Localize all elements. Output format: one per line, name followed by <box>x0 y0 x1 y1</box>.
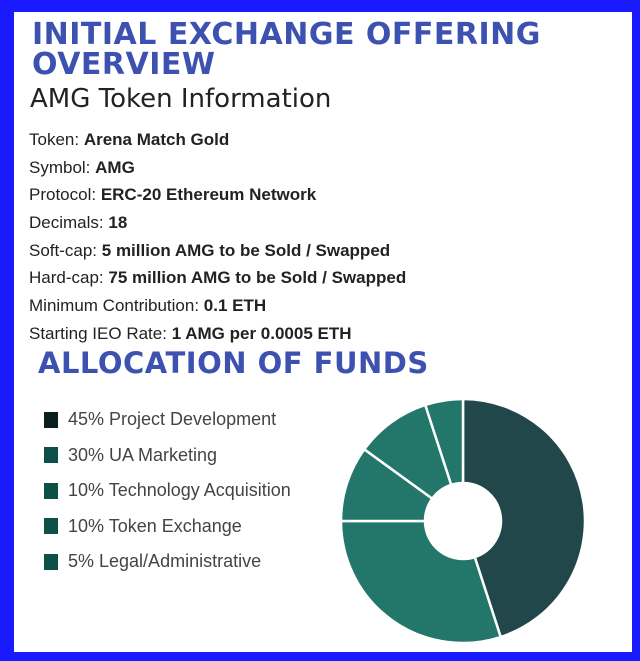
info-label: Protocol: <box>29 185 101 205</box>
subtitle: AMG Token Information <box>30 84 332 114</box>
allocation-heading: ALLOCATION OF FUNDS <box>38 346 429 380</box>
info-value: AMG <box>95 157 135 177</box>
info-value: 75 million AMG to be Sold / Swapped <box>108 268 407 288</box>
legend-item: 45% Project Development <box>44 402 291 438</box>
info-value: 5 million AMG to be Sold / Swapped <box>101 240 391 260</box>
info-row: Minimum Contribution: 0.1 ETH <box>29 292 406 320</box>
title-line-1: INITIAL EXCHANGE OFFERING <box>32 17 541 52</box>
pie-slice-ua-marketing <box>339 519 503 645</box>
infographic-panel: INITIAL EXCHANGE OFFERING OVERVIEW AMG T… <box>14 12 632 652</box>
info-label: Symbol: <box>29 157 96 177</box>
info-label: Token: <box>29 130 84 149</box>
legend-label: 5% Legal/Administrative <box>68 551 262 572</box>
info-row: Token: Arena Match Gold <box>29 126 406 154</box>
info-label: Decimals: <box>29 213 109 233</box>
legend-item: 10% Token Exchange <box>44 509 291 545</box>
legend-swatch <box>44 447 58 464</box>
info-value: Arena Match Gold <box>83 130 230 149</box>
info-row: Starting IEO Rate: 1 AMG per 0.0005 ETH <box>29 320 406 348</box>
legend-item: 30% UA Marketing <box>44 438 291 474</box>
legend-label: 30% UA Marketing <box>68 444 218 465</box>
legend-label: 10% Technology Acquisition <box>68 480 291 501</box>
info-row: Soft-cap: 5 million AMG to be Sold / Swa… <box>29 237 406 265</box>
info-row: Hard-cap: 75 million AMG to be Sold / Sw… <box>29 264 406 292</box>
info-value: 1 AMG per 0.0005 ETH <box>171 323 352 343</box>
info-row: Protocol: ERC-20 Ethereum Network <box>29 181 406 209</box>
legend-item: 10% Technology Acquisition <box>44 473 291 509</box>
info-value: ERC-20 Ethereum Network <box>100 185 317 205</box>
legend-swatch <box>44 482 58 499</box>
info-label: Hard-cap: <box>29 268 109 288</box>
info-row: Decimals: 18 <box>29 209 406 237</box>
info-value: 18 <box>108 213 128 233</box>
pie-slice-project-development <box>461 397 587 639</box>
info-label: Minimum Contribution: <box>29 296 204 316</box>
legend-swatch <box>44 518 58 535</box>
chart-legend: 45% Project Development 30% UA Marketing 1… <box>44 402 291 580</box>
title-line-2: OVERVIEW <box>32 47 216 82</box>
legend-swatch <box>44 553 58 570</box>
info-value: 0.1 ETH <box>203 296 267 316</box>
legend-item: 5% Legal/Administrative <box>44 544 291 580</box>
info-row: Symbol: AMG <box>29 154 406 182</box>
token-info-list: Token: Arena Match Gold Symbol: AMG Protoc… <box>29 126 406 348</box>
info-label: Starting IEO Rate: <box>29 323 172 343</box>
legend-label: 45% Project Development <box>68 409 277 430</box>
legend-label: 10% Token Exchange <box>68 515 242 536</box>
info-label: Soft-cap: <box>29 240 102 260</box>
legend-swatch <box>44 411 58 428</box>
page-title: INITIAL EXCHANGE OFFERING OVERVIEW <box>32 20 541 80</box>
pie-slice-legal-administrative <box>423 397 465 487</box>
